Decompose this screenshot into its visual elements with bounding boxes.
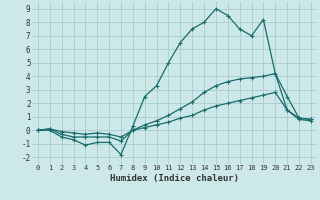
X-axis label: Humidex (Indice chaleur): Humidex (Indice chaleur) [110,174,239,183]
